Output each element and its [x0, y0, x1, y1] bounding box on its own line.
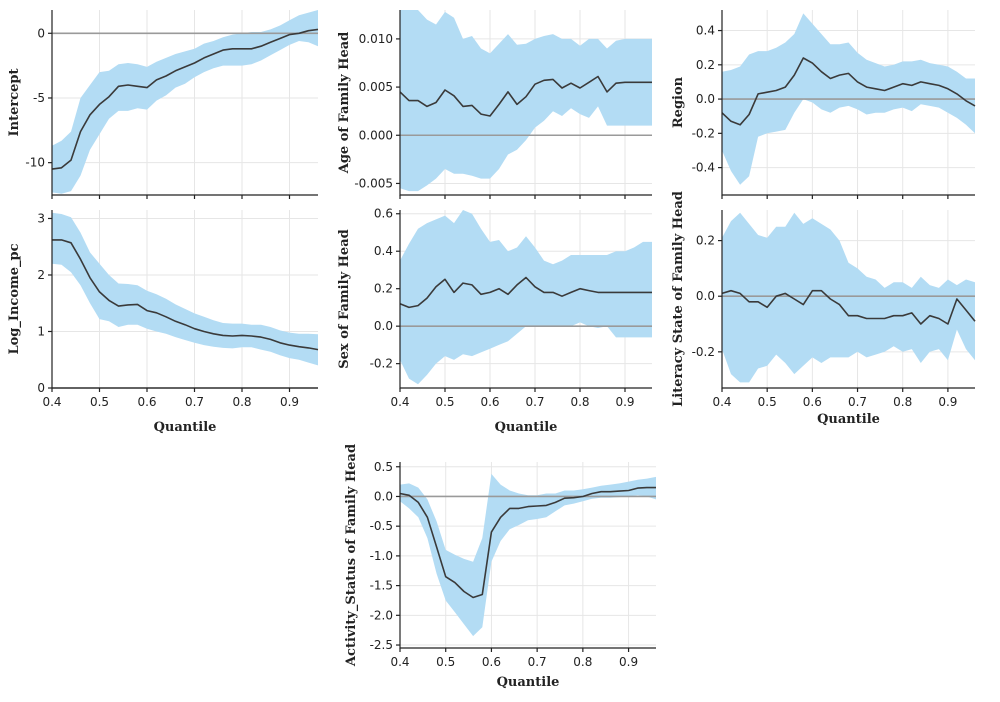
- y-tick-label: 0.2: [696, 58, 715, 72]
- y-tick-label: -5: [33, 91, 45, 105]
- x-tick-label: 0.6: [137, 395, 156, 409]
- x-tick-label: 0.9: [619, 655, 638, 669]
- x-tick-label: 0.4: [390, 395, 409, 409]
- coefficient-line: [399, 276, 652, 309]
- panel-3: 0.4 0.2 0.0 -0.2 -0.4 Region: [671, 10, 976, 199]
- y-tick-label: 0: [37, 381, 45, 395]
- coefficient-line: [721, 57, 976, 126]
- y-tick-label: 0.010: [359, 32, 393, 46]
- panel-1: 0 -5 -10 Intercept: [7, 10, 319, 199]
- y-axis-label: Region: [671, 76, 686, 128]
- y-tick-label: -0.2: [692, 345, 715, 359]
- y-tick-label: 2: [37, 268, 45, 282]
- y-axis-label: Activity_Status of Family Head: [344, 444, 359, 667]
- y-tick-label: 0.005: [359, 80, 393, 94]
- y-tick-label: 0.2: [696, 234, 715, 248]
- x-tick-label: 0.6: [482, 655, 501, 669]
- y-axis-label: Age of Family Head: [337, 32, 352, 174]
- y-tick-label: -0.2: [370, 357, 393, 371]
- x-tick-label: 0.5: [435, 395, 454, 409]
- x-tick-label: 0.9: [615, 395, 634, 409]
- y-tick-label: 0.4: [696, 24, 715, 38]
- x-tick-label: 0.5: [90, 395, 109, 409]
- y-tick-label: 1: [37, 324, 45, 338]
- y-axis-label: Literacy State of Family Head: [671, 191, 686, 407]
- x-tick-label: 0.8: [893, 395, 912, 409]
- x-tick-label: 0.5: [758, 395, 777, 409]
- x-tick-label: 0.4: [712, 395, 731, 409]
- y-tick-label: 0.5: [374, 460, 393, 474]
- x-tick-label: 0.4: [42, 395, 61, 409]
- x-axis-label: Quantile: [154, 420, 217, 435]
- coefficient-line: [721, 289, 976, 325]
- coefficient-line: [52, 239, 319, 351]
- coefficient-line: [399, 486, 656, 599]
- x-tick-label: 0.8: [573, 655, 592, 669]
- x-tick-label: 0.9: [938, 395, 957, 409]
- panel-7: 0.4 0.5 0.6 0.7 0.8 0.9 0.5 0.0 -0.5 -1.0 -1.5 -2.0…: [344, 444, 656, 690]
- y-axis-label: Intercept: [7, 69, 22, 137]
- y-tick-label: 0.000: [359, 128, 393, 142]
- y-tick-label: -1.0: [370, 549, 393, 563]
- coefficient-line: [51, 28, 319, 170]
- x-tick-label: 0.7: [528, 655, 547, 669]
- y-tick-label: 3: [37, 211, 45, 225]
- x-tick-label: 0.8: [570, 395, 589, 409]
- y-tick-label: -0.2: [692, 126, 715, 140]
- y-tick-label: -0.005: [354, 176, 393, 190]
- x-axis-label: Quantile: [497, 675, 560, 690]
- y-tick-label: 0.0: [374, 319, 393, 333]
- y-tick-label: 0.0: [696, 289, 715, 303]
- panel-5: 0.4 0.5 0.6 0.7 0.8 0.9 0.6 0.4 0.2 0.0 -0.2 Sex of…: [337, 207, 652, 435]
- confidence-band: [722, 212, 975, 383]
- x-tick-label: 0.5: [436, 655, 455, 669]
- confidence-band: [400, 473, 656, 637]
- y-axis-label: Sex of Family Head: [337, 229, 352, 368]
- panel-4: 0.4 0.5 0.6 0.7 0.8 0.9 3 2 1 0 Log_Income_pc Quant…: [7, 210, 319, 435]
- confidence-band: [400, 210, 652, 385]
- x-tick-label: 0.9: [280, 395, 299, 409]
- confidence-band: [52, 212, 318, 366]
- x-tick-label: 0.8: [232, 395, 251, 409]
- x-tick-label: 0.7: [525, 395, 544, 409]
- y-tick-label: -10: [25, 156, 45, 170]
- coefficient-line: [399, 75, 652, 117]
- x-tick-label: 0.4: [390, 655, 409, 669]
- y-tick-label: -2.0: [370, 608, 393, 622]
- y-axis-label: Log_Income_pc: [7, 243, 22, 354]
- y-tick-label: 0.0: [374, 489, 393, 503]
- y-tick-label: 0.0: [696, 92, 715, 106]
- panel-6: 0.4 0.5 0.6 0.7 0.8 0.9 0.2 0.0 -0.2 Literacy Sta…: [671, 191, 976, 427]
- confidence-band: [400, 10, 652, 192]
- y-tick-label: -0.4: [692, 161, 715, 175]
- y-tick-label: 0.6: [374, 207, 393, 221]
- y-tick-label: 0: [37, 26, 45, 40]
- confidence-band: [52, 10, 318, 194]
- y-tick-label: 0.4: [374, 244, 393, 258]
- x-axis-label: Quantile: [495, 420, 558, 435]
- y-tick-label: 0.2: [374, 282, 393, 296]
- y-tick-label: -0.5: [370, 519, 393, 533]
- x-tick-label: 0.7: [185, 395, 204, 409]
- y-tick-label: -2.5: [370, 638, 393, 652]
- y-tick-label: -1.5: [370, 579, 393, 593]
- x-tick-label: 0.7: [848, 395, 867, 409]
- x-tick-label: 0.6: [803, 395, 822, 409]
- x-axis-label: Quantile: [817, 412, 880, 427]
- x-tick-label: 0.6: [480, 395, 499, 409]
